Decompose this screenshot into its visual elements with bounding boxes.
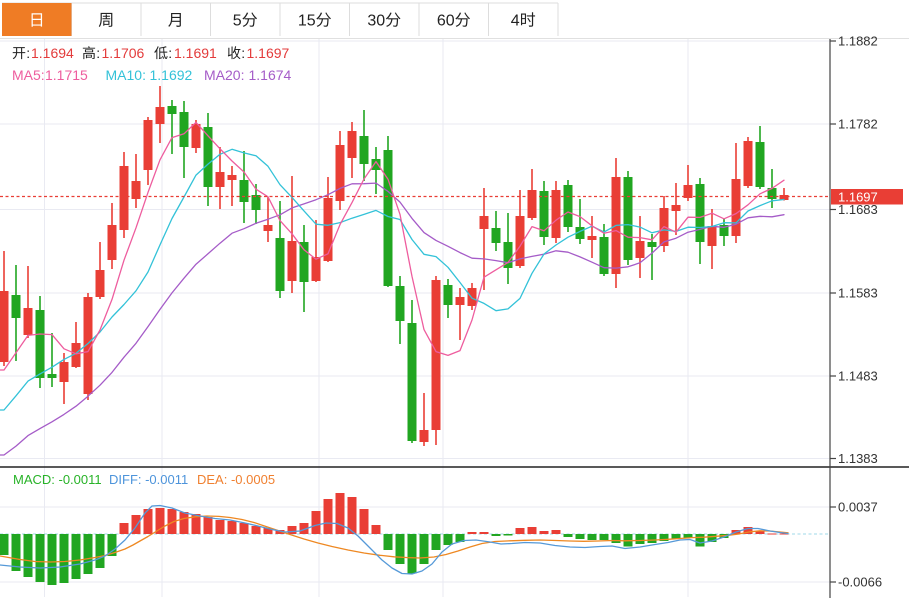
svg-text:30: 30 xyxy=(367,13,385,30)
svg-text:1.1882: 1.1882 xyxy=(838,34,878,49)
svg-text:1.1583: 1.1583 xyxy=(838,286,878,301)
svg-text:0.0037: 0.0037 xyxy=(838,500,878,515)
svg-text:5: 5 xyxy=(233,13,242,30)
svg-text:1.1383: 1.1383 xyxy=(838,451,878,466)
svg-text:60: 60 xyxy=(437,13,455,30)
svg-text:1.1782: 1.1782 xyxy=(838,117,878,132)
svg-text:1.1483: 1.1483 xyxy=(838,369,878,384)
svg-text:1.1683: 1.1683 xyxy=(838,202,878,217)
svg-text:4: 4 xyxy=(511,13,520,30)
svg-text:1.1697: 1.1697 xyxy=(838,190,878,205)
svg-text:-0.0066: -0.0066 xyxy=(838,575,882,590)
svg-text:::::: :::: xyxy=(26,45,245,61)
svg-text:15: 15 xyxy=(298,13,316,30)
